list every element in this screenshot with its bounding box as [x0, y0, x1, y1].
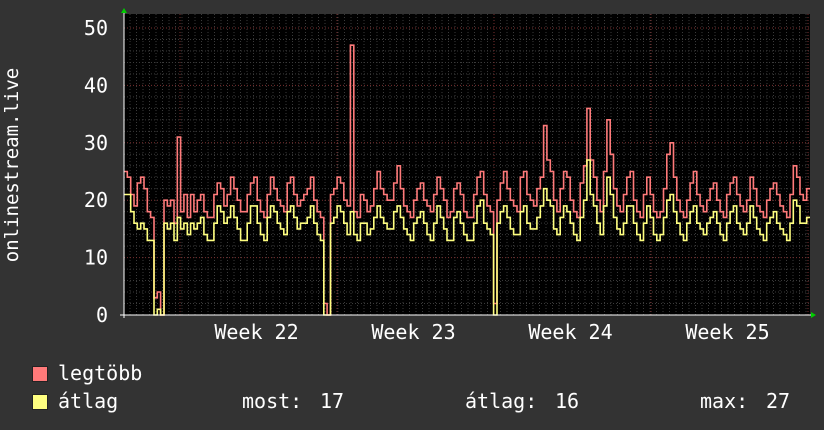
x-tick-label: Week 25 — [685, 320, 769, 344]
y-tick-label: 30 — [84, 131, 108, 155]
legend-swatch-atlag — [32, 394, 48, 410]
series-lines — [124, 44, 810, 316]
plot-background — [124, 14, 810, 315]
stat-atlag-value: 16 — [555, 389, 580, 413]
stat-most-label: most: — [242, 389, 303, 413]
y-tick-label: 20 — [84, 188, 108, 212]
y-tick-label: 40 — [84, 73, 108, 97]
stat-max-value: 27 — [766, 389, 791, 413]
x-tick-label: Week 22 — [214, 320, 298, 344]
stat-most-value: 17 — [320, 389, 345, 413]
stat-max-label: max: — [700, 389, 749, 413]
y-tick-label: 10 — [84, 246, 108, 270]
x-axis-arrow-icon — [811, 312, 816, 318]
y-tick-label: 50 — [84, 16, 108, 40]
stat-atlag-label: átlag: — [465, 389, 538, 413]
x-tick-label: Week 23 — [371, 320, 455, 344]
y-ticks: 0 10 20 30 40 50 — [84, 16, 108, 327]
legend-label-atlag: átlag — [58, 389, 119, 413]
series-line-0 — [124, 44, 810, 316]
legend-label-legtobb: legtöbb — [58, 361, 143, 385]
series-line-1 — [124, 159, 810, 316]
y-tick-label: 0 — [96, 303, 108, 327]
x-ticks: Week 22 Week 23 Week 24 Week 25 — [214, 320, 769, 344]
y-axis-arrow-icon — [121, 8, 127, 13]
legend-swatch-legtobb — [32, 366, 48, 382]
y-axis-label: onlinestream.live — [1, 68, 23, 262]
grid — [124, 14, 810, 315]
x-tick-label: Week 24 — [528, 320, 612, 344]
